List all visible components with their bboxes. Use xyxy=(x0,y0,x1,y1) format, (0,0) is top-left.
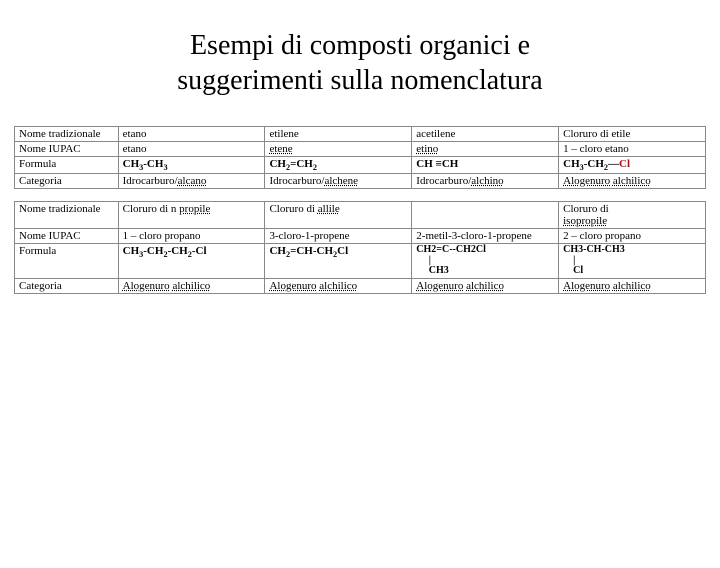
table-row: Categoria Idrocarburo/alcano Idrocarburo… xyxy=(15,174,706,189)
cell-categoria: Alogenuro alchilico xyxy=(559,174,706,189)
cell-categoria: Idrocarburo/alchino xyxy=(412,174,559,189)
cell-categoria: Idrocarburo/alcano xyxy=(118,174,265,189)
row-label-nome-iupac: Nome IUPAC xyxy=(15,229,119,244)
compounds-table-2: Nome tradizionale Cloruro di n propile C… xyxy=(14,201,706,294)
cell-categoria: Idrocarburo/alchene xyxy=(265,174,412,189)
row-label-formula: Formula xyxy=(15,244,119,279)
cell-nome-iupac: 1 – cloro propano xyxy=(118,229,265,244)
cell-nome-iupac: etano xyxy=(118,142,265,157)
title-line1: Esempi di composti organici e xyxy=(190,30,530,61)
cell-nome-iupac: 2 – cloro propano xyxy=(559,229,706,244)
page-title: Esempi di composti organici e suggerimen… xyxy=(0,28,720,98)
cell-nome-trad xyxy=(412,202,559,229)
cell-formula: CH3-CH-CH3 | Cl xyxy=(559,244,706,279)
cell-nome-iupac: 2-metil-3-cloro-1-propene xyxy=(412,229,559,244)
row-label-nome-iupac: Nome IUPAC xyxy=(15,142,119,157)
cell-formula: CH2=C--CH2Cl | CH3 xyxy=(412,244,559,279)
cell-nome-trad: Cloruro di n propile xyxy=(118,202,265,229)
cell-categoria: Alogenuro alchilico xyxy=(265,278,412,293)
formula-prefix: CH3-CH2— xyxy=(563,158,619,170)
table-row: Nome tradizionale etano etilene acetilen… xyxy=(15,127,706,142)
cell-nome-iupac: etino xyxy=(412,142,559,157)
cell-categoria: Alogenuro alchilico xyxy=(412,278,559,293)
table-row: Formula CH3-CH2-CH2-Cl CH2=CH-CH2Cl CH2=… xyxy=(15,244,706,279)
cell-nome-trad: etano xyxy=(118,127,265,142)
table-row: Nome tradizionale Cloruro di n propile C… xyxy=(15,202,706,229)
row-label-formula: Formula xyxy=(15,157,119,174)
cell-formula: CH3-CH3 xyxy=(118,157,265,174)
row-label-nome-trad: Nome tradizionale xyxy=(15,202,119,229)
table-row: Categoria Alogenuro alchilico Alogenuro … xyxy=(15,278,706,293)
structural-formula: CH2=C--CH2Cl | CH3 xyxy=(416,245,554,277)
row-label-categoria: Categoria xyxy=(15,278,119,293)
table-row: Nome IUPAC 1 – cloro propano 3-cloro-1-p… xyxy=(15,229,706,244)
cell-formula: CH2=CH2 xyxy=(265,157,412,174)
cell-formula: CH3-CH2-CH2-Cl xyxy=(118,244,265,279)
row-label-categoria: Categoria xyxy=(15,174,119,189)
cell-categoria: Alogenuro alchilico xyxy=(118,278,265,293)
structural-formula: CH3-CH-CH3 | Cl xyxy=(563,245,701,277)
table-row: Nome IUPAC etano etene etino 1 – cloro e… xyxy=(15,142,706,157)
cell-nome-trad: acetilene xyxy=(412,127,559,142)
compounds-table-1: Nome tradizionale etano etilene acetilen… xyxy=(14,126,706,189)
halogen-cl: Cl xyxy=(619,158,630,170)
cell-nome-trad: Cloruro di isopropile xyxy=(559,202,706,229)
cell-formula: CH3-CH2—Cl xyxy=(559,157,706,174)
cell-nome-trad: Cloruro di allile xyxy=(265,202,412,229)
cell-nome-iupac: 3-cloro-1-propene xyxy=(265,229,412,244)
row-label-nome-trad: Nome tradizionale xyxy=(15,127,119,142)
cell-nome-trad: Cloruro di etile xyxy=(559,127,706,142)
tables-container: Nome tradizionale etano etilene acetilen… xyxy=(0,126,720,294)
cell-categoria: Alogenuro alchilico xyxy=(559,278,706,293)
cell-formula: CH2=CH-CH2Cl xyxy=(265,244,412,279)
cell-formula: CH ≡CH xyxy=(412,157,559,174)
cell-nome-trad: etilene xyxy=(265,127,412,142)
table-row: Formula CH3-CH3 CH2=CH2 CH ≡CH CH3-CH2—C… xyxy=(15,157,706,174)
cell-nome-iupac: etene xyxy=(265,142,412,157)
title-line2: suggerimenti sulla nomenclatura xyxy=(177,65,542,96)
cell-nome-iupac: 1 – cloro etano xyxy=(559,142,706,157)
